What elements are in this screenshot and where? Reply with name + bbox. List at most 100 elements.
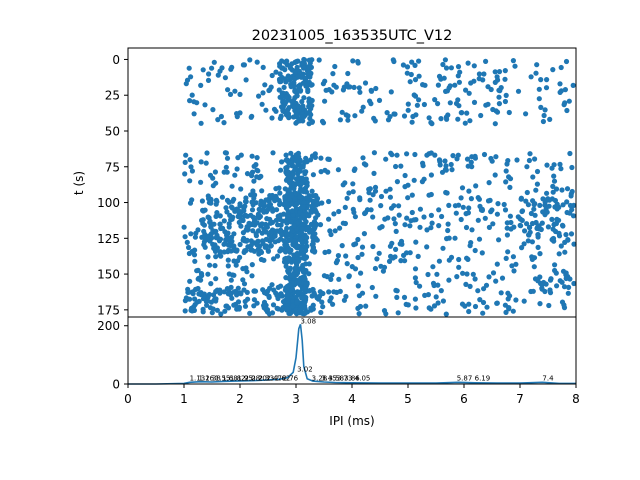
raster-point (483, 58, 489, 64)
raster-point (503, 168, 509, 174)
raster-point (387, 194, 393, 200)
raster-point (212, 263, 218, 269)
raster-point (228, 243, 234, 249)
raster-point (317, 222, 324, 228)
raster-point (412, 151, 418, 158)
raster-point (286, 114, 292, 120)
raster-point (200, 67, 206, 73)
raster-point (288, 247, 294, 253)
raster-point (378, 263, 384, 269)
raster-point (551, 178, 558, 184)
raster-point (188, 74, 194, 80)
raster-point (428, 120, 434, 126)
raster-point (538, 77, 544, 83)
raster-point (359, 108, 365, 114)
raster-point (518, 223, 524, 229)
raster-point (401, 294, 408, 300)
raster-point (381, 308, 388, 314)
raster-point (188, 164, 194, 170)
raster-point (437, 158, 443, 165)
raster-point (287, 282, 293, 288)
raster-point (213, 298, 219, 304)
raster-point (237, 203, 243, 209)
raster-point (284, 220, 290, 226)
raster-point (294, 299, 300, 305)
raster-point (552, 204, 558, 210)
raster-point (538, 226, 544, 233)
raster-point (331, 211, 337, 217)
raster-point (458, 216, 464, 223)
raster-point (229, 183, 235, 189)
raster-point (370, 243, 376, 250)
raster-point (335, 167, 341, 173)
raster-point (297, 237, 303, 243)
raster-point (571, 241, 577, 247)
raster-point (318, 169, 324, 175)
raster-point (201, 228, 207, 234)
raster-point (266, 294, 272, 300)
raster-point (549, 216, 555, 222)
raster-point (272, 233, 278, 239)
raster-point (223, 205, 229, 211)
raster-y-tick-label: 75 (105, 160, 120, 174)
raster-point (303, 281, 309, 287)
raster-point (290, 212, 296, 218)
raster-point (296, 88, 302, 94)
raster-point (558, 64, 564, 71)
raster-point (268, 243, 274, 249)
raster-point (251, 297, 257, 303)
raster-point (456, 264, 462, 270)
raster-point (513, 297, 519, 303)
raster-point (543, 281, 549, 287)
raster-point (492, 69, 498, 75)
raster-point (227, 91, 234, 97)
ipi-peak-label: 3.58 (328, 375, 344, 383)
raster-point (396, 212, 402, 218)
raster-point (192, 234, 198, 240)
raster-point (286, 179, 292, 185)
raster-point (501, 201, 507, 208)
raster-point (212, 242, 218, 248)
raster-point (249, 153, 255, 159)
raster-point (373, 85, 379, 92)
raster-point (217, 221, 223, 227)
raster-point (494, 300, 500, 306)
raster-point (336, 208, 342, 215)
raster-point (254, 242, 260, 248)
ipi-series-line (128, 324, 576, 385)
raster-point (554, 283, 560, 289)
ipi-peak-label: 1.26 (199, 375, 215, 383)
raster-point (340, 87, 346, 93)
raster-point (218, 311, 224, 317)
raster-point (255, 168, 261, 174)
raster-point (490, 221, 496, 227)
raster-point (274, 253, 281, 259)
raster-point (240, 62, 246, 68)
raster-point (251, 178, 257, 184)
raster-point (393, 228, 399, 234)
raster-point (536, 96, 542, 102)
raster-point (259, 230, 265, 236)
raster-point (346, 190, 352, 196)
raster-point (490, 106, 496, 113)
ipi-x-tick-label: 0 (124, 392, 132, 406)
raster-point (373, 293, 379, 299)
raster-point (355, 236, 361, 243)
raster-point (184, 296, 190, 302)
raster-point (286, 105, 292, 111)
raster-point (556, 217, 562, 223)
raster-point (223, 164, 229, 170)
raster-point (309, 242, 315, 248)
raster-point (187, 178, 193, 184)
raster-point (343, 253, 349, 259)
raster-point (253, 233, 259, 239)
raster-y-axis-label: t (s) (72, 171, 86, 195)
raster-point (408, 71, 414, 78)
raster-point (506, 174, 512, 180)
raster-point (284, 306, 290, 312)
raster-point (198, 120, 204, 126)
raster-point (417, 206, 423, 212)
raster-point (266, 198, 272, 204)
raster-point (547, 287, 553, 293)
raster-point (202, 207, 208, 213)
